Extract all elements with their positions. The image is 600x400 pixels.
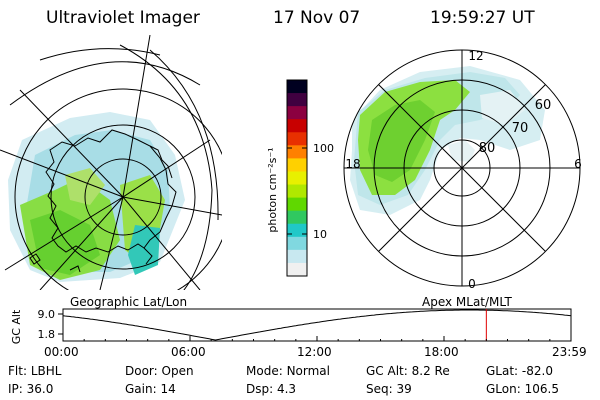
colorbar-segment: [287, 158, 307, 172]
mlat-label-80: 80: [479, 141, 496, 156]
status-seq: Seq: 39: [366, 382, 412, 396]
geographic-map: [0, 35, 222, 290]
polar-map: [343, 49, 581, 287]
status-glat: GLat: -82.0: [486, 364, 553, 378]
status-door: Door: Open: [125, 364, 194, 378]
time-label-0000: 00:00: [44, 345, 79, 359]
colorbar-segment: [287, 119, 307, 133]
colorbar-tick-10: 10: [313, 228, 327, 241]
colorbar-unit-label: photon cm⁻²s⁻¹: [266, 147, 279, 232]
status-gc-alt: GC Alt: 8.2 Re: [366, 364, 450, 378]
altitude-tick-9: 9.0: [38, 308, 56, 321]
colorbar-segment: [287, 184, 307, 199]
colorbar-segment: [287, 145, 307, 159]
mlt-label-18: 18: [345, 157, 360, 171]
status-dsp: Dsp: 4.3: [246, 382, 297, 396]
mlt-label-6: 6: [574, 157, 582, 171]
colorbar-segment: [287, 171, 307, 186]
mlat-label-70: 70: [512, 121, 529, 136]
colorbar-segment: [287, 223, 307, 238]
colorbar-segment: [287, 210, 307, 225]
colorbar-ticks: [287, 147, 307, 235]
colorbar-segment: [287, 106, 307, 120]
altitude-tick-1.8: 1.8: [38, 328, 56, 341]
time-label-1800: 18:00: [424, 345, 459, 359]
polar-map-label: Apex MLat/MLT: [422, 295, 512, 309]
time-axis-ticks: [62, 336, 572, 341]
instrument-title: Ultraviolet Imager: [46, 8, 200, 28]
status-filter: Flt: LBHL: [8, 364, 62, 378]
mlt-label-0: 0: [468, 277, 476, 291]
colorbar-segment: [287, 197, 307, 212]
time-label-0600: 06:00: [171, 345, 206, 359]
colorbar-segment: [287, 236, 307, 251]
geographic-map-label: Geographic Lat/Lon: [70, 295, 188, 309]
colorbar-segment: [287, 132, 307, 146]
status-glon: GLon: 106.5: [486, 382, 559, 396]
date-label: 17 Nov 07: [273, 8, 361, 28]
mlt-label-12: 12: [468, 49, 483, 63]
altitude-curve: [62, 309, 572, 341]
status-ip: IP: 36.0: [8, 382, 54, 396]
colorbar-frame: [286, 79, 308, 277]
status-mode: Mode: Normal: [246, 364, 330, 378]
intensity-colorbar: [286, 79, 308, 277]
colorbar-segment: [287, 93, 307, 107]
colorbar-segment: [287, 262, 307, 277]
colorbar-tick-100: 100: [313, 142, 334, 155]
time-label-1200: 12:00: [297, 345, 332, 359]
status-gain: Gain: 14: [125, 382, 176, 396]
time-label-2359: 23:59: [552, 345, 587, 359]
colorbar-segment: [287, 249, 307, 264]
mlat-label-60: 60: [535, 98, 552, 113]
altitude-axis-label: GC Alt: [10, 309, 23, 344]
colorbar-segment: [287, 80, 307, 94]
time-label: 19:59:27 UT: [430, 8, 535, 28]
